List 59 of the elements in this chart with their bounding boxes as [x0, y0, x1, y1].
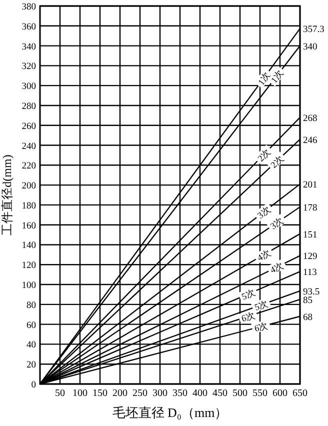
x-tick-label: 350 [172, 388, 188, 399]
y-tick-label: 320 [22, 62, 36, 72]
text: 1次 [256, 70, 272, 88]
text: 5次 [253, 298, 270, 312]
y-tick-label: 180 [22, 201, 36, 212]
text: 6次 [240, 310, 256, 324]
y-tick-label: 200 [22, 182, 36, 192]
x-tick-label: 300 [152, 388, 168, 399]
data-label: 201 [303, 180, 318, 191]
x-tick-label: 100 [72, 388, 88, 399]
y-tick-label: 20 [26, 360, 36, 371]
text: 2次 [268, 153, 286, 170]
data-label: 178 [303, 203, 318, 214]
y-tick-label: 80 [26, 300, 36, 311]
text: 2次 [256, 146, 272, 164]
x-axis-title: 毛坯直径 D₀（mm） [112, 405, 228, 420]
y-tick-label: 360 [22, 22, 36, 32]
y-tick-label: 240 [22, 142, 36, 152]
y-tick-label: 280 [22, 102, 36, 112]
y-tick-label: 220 [22, 162, 36, 172]
x-tick-label: 550 [252, 388, 268, 399]
x-tick-label: 650 [292, 388, 308, 399]
y-tick-label: 120 [22, 261, 36, 272]
text: 3次 [268, 215, 286, 232]
y-tick-label: 140 [22, 241, 36, 252]
y-tick-label: 0 [31, 380, 36, 390]
x-tick-label: 50 [55, 388, 65, 399]
data-label: 85 [303, 296, 313, 306]
y-tick-label: 40 [26, 340, 36, 351]
text: 4次 [268, 260, 286, 276]
x-tick-label: 450 [212, 388, 228, 399]
x-tick-label: 600 [272, 388, 288, 399]
text: 6次 [253, 320, 269, 334]
y-tick-label: 340 [22, 42, 36, 52]
y-tick-label: 100 [22, 281, 36, 292]
text: 3次 [256, 204, 272, 221]
y-tick-label: 160 [22, 221, 36, 232]
data-label: 129 [303, 252, 318, 262]
y-tick-label: 260 [22, 122, 36, 132]
text: 5次 [240, 287, 256, 302]
data-label: 93.5 [303, 287, 320, 298]
y-tick-label: 380 [22, 2, 36, 12]
data-label: 268 [303, 114, 318, 124]
data-label: 340 [303, 42, 318, 52]
x-tick-label: 250 [132, 388, 148, 399]
data-label: 357.3 [303, 25, 325, 36]
x-tick-label: 200 [112, 388, 128, 399]
text: 1次 [268, 68, 286, 85]
y-axis-title: 工件直径d(mm) [0, 154, 14, 236]
y-tick-label: 300 [22, 82, 36, 92]
data-label: 151 [303, 230, 318, 240]
x-tick-label: 150 [92, 388, 108, 399]
y-tick-label: 60 [26, 320, 36, 331]
data-label: 246 [303, 136, 318, 146]
data-label: 113 [303, 268, 318, 278]
x-tick-label: 400 [192, 388, 208, 399]
x-tick-label: 500 [232, 388, 248, 399]
data-label: 68 [303, 312, 313, 323]
text: 4次 [256, 248, 272, 263]
